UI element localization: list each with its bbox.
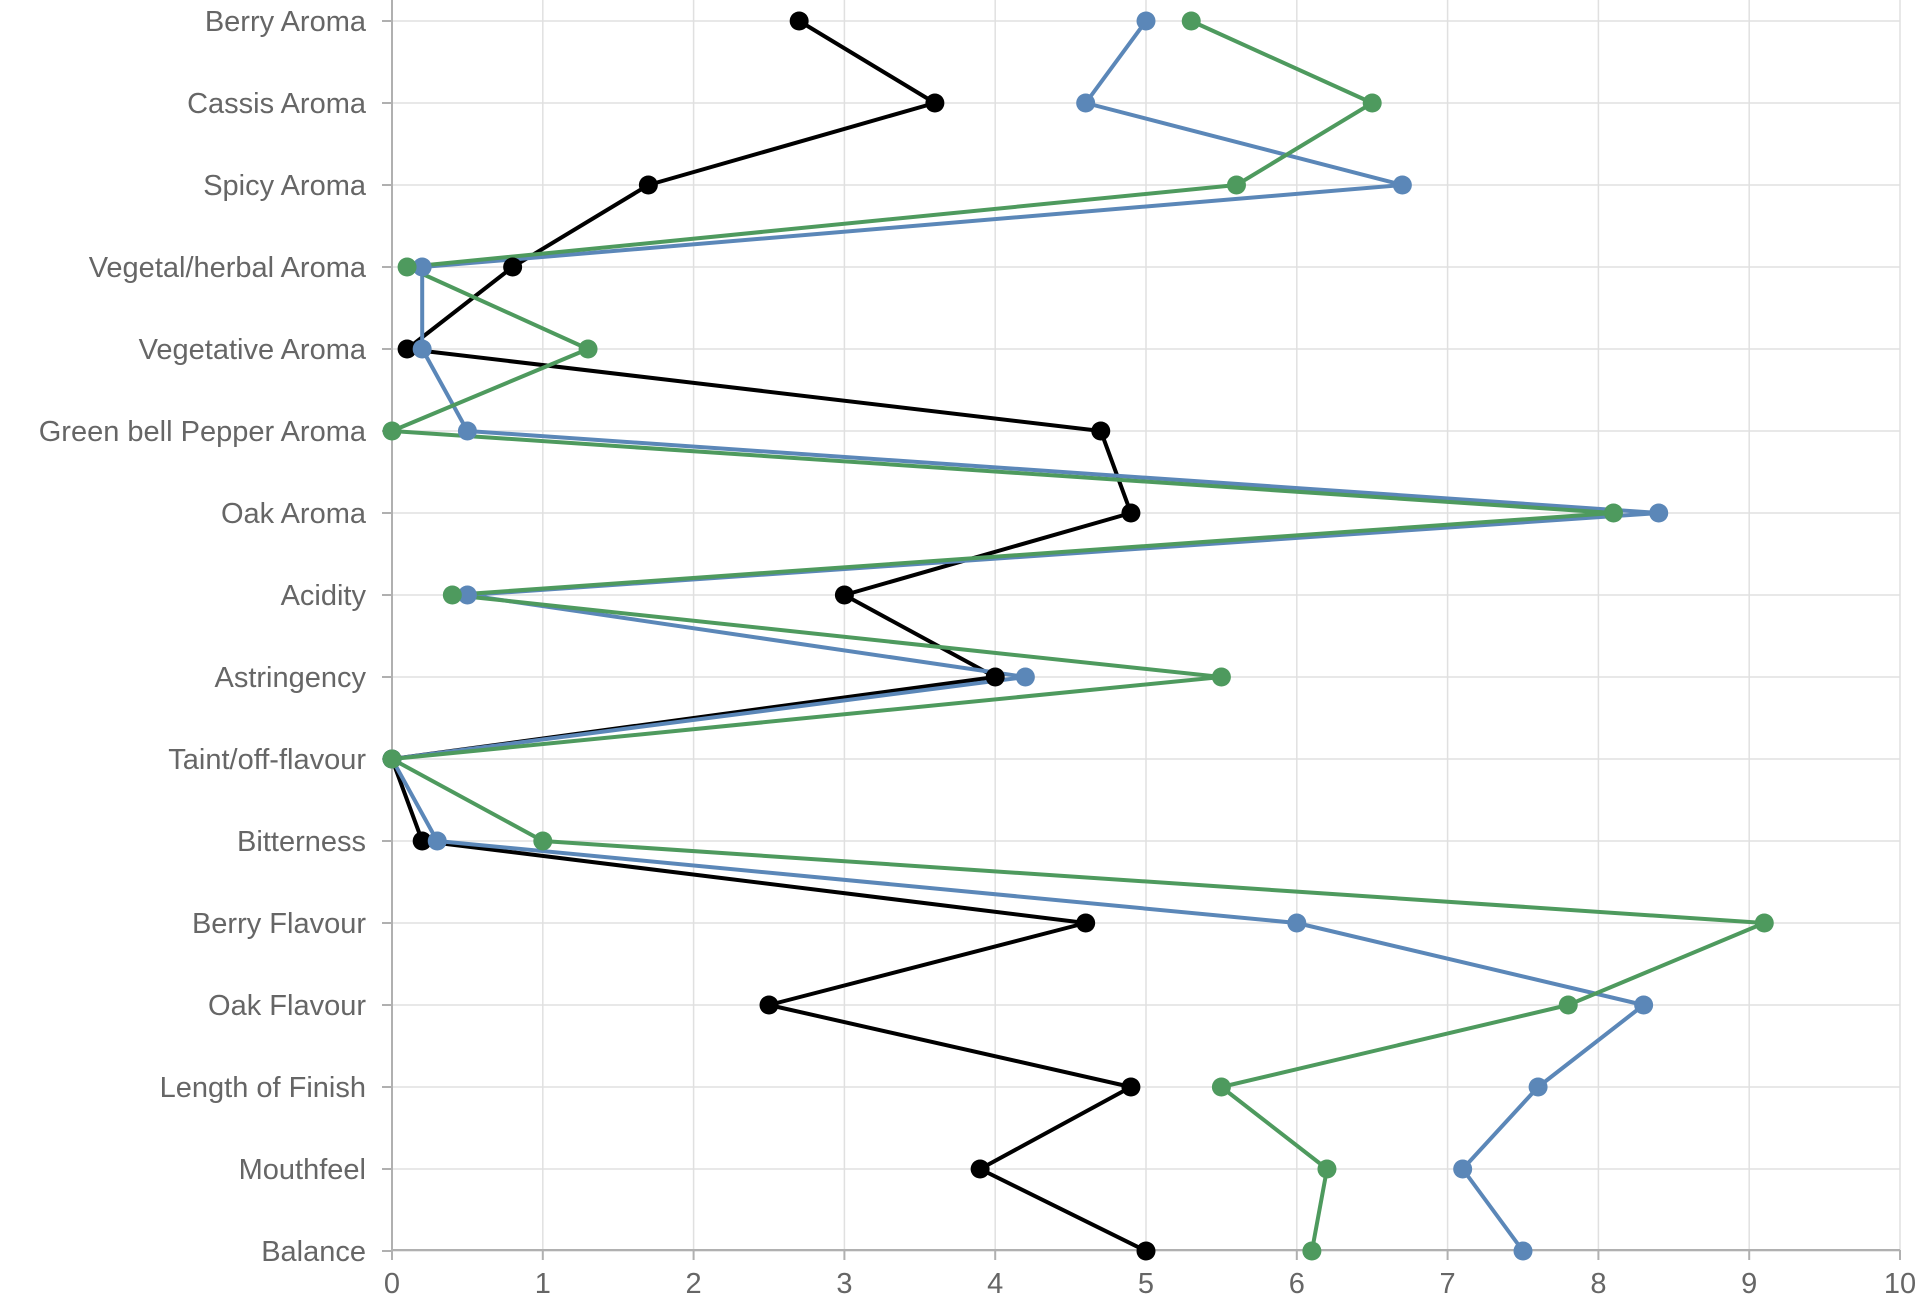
- x-tick-label: 6: [1289, 1268, 1305, 1300]
- data-point-series-2[interactable]: [457, 585, 477, 605]
- data-point-series-3[interactable]: [578, 339, 598, 359]
- category-label: Berry Flavour: [192, 908, 366, 940]
- x-tick-label: 9: [1741, 1268, 1757, 1300]
- data-point-series-3[interactable]: [1181, 11, 1201, 31]
- category-label: Berry Aroma: [205, 6, 367, 38]
- x-tick-label: 8: [1590, 1268, 1606, 1300]
- data-point-series-2[interactable]: [1528, 1077, 1548, 1097]
- data-point-series-2[interactable]: [412, 339, 432, 359]
- x-tick-label: 0: [384, 1268, 400, 1300]
- data-point-series-2[interactable]: [1392, 175, 1412, 195]
- data-point-series-2[interactable]: [1649, 503, 1669, 523]
- data-point-series-2[interactable]: [1453, 1159, 1473, 1179]
- category-label: Green bell Pepper Aroma: [39, 416, 367, 448]
- data-point-series-3[interactable]: [397, 257, 417, 277]
- category-label: Oak Flavour: [208, 990, 366, 1022]
- data-point-series-3[interactable]: [1754, 913, 1774, 933]
- data-point-series-1[interactable]: [925, 93, 945, 113]
- data-point-series-1[interactable]: [638, 175, 658, 195]
- category-label: Vegetative Aroma: [139, 334, 367, 366]
- category-label: Mouthfeel: [239, 1154, 366, 1186]
- data-point-series-2[interactable]: [1513, 1241, 1533, 1261]
- category-label: Acidity: [281, 580, 367, 612]
- data-point-series-1[interactable]: [834, 585, 854, 605]
- data-point-series-1[interactable]: [412, 831, 432, 851]
- data-points: [382, 11, 1774, 1261]
- data-point-series-1[interactable]: [397, 339, 417, 359]
- x-tick-label: 4: [987, 1268, 1003, 1300]
- data-point-series-1[interactable]: [970, 1159, 990, 1179]
- series-line-3: [390, 19, 1767, 1252]
- data-point-series-3[interactable]: [1362, 93, 1382, 113]
- x-tick-label: 3: [836, 1268, 852, 1300]
- data-point-series-2[interactable]: [1015, 667, 1035, 687]
- data-point-series-3[interactable]: [1317, 1159, 1337, 1179]
- category-label: Balance: [261, 1236, 366, 1268]
- series-line-2: [390, 19, 1661, 1253]
- data-point-series-3[interactable]: [1302, 1241, 1322, 1261]
- data-point-series-2[interactable]: [457, 421, 477, 441]
- category-label: Vegetal/herbal Aroma: [89, 252, 367, 284]
- data-point-series-3[interactable]: [382, 421, 402, 441]
- grid: [392, 0, 1901, 1252]
- series-line-1: [390, 19, 1147, 1253]
- data-point-series-3[interactable]: [533, 831, 553, 851]
- data-point-series-1[interactable]: [985, 667, 1005, 687]
- x-tick-label: 7: [1440, 1268, 1456, 1300]
- data-point-series-2[interactable]: [412, 257, 432, 277]
- data-point-series-3[interactable]: [382, 749, 402, 769]
- x-tick-labels: 0 1 2 3 4 5 6 7 8 9 10: [384, 1268, 1916, 1300]
- data-point-series-1[interactable]: [1121, 1077, 1141, 1097]
- x-tick-label: 5: [1138, 1268, 1154, 1300]
- data-point-series-1[interactable]: [1076, 913, 1096, 933]
- data-point-series-1[interactable]: [1136, 1241, 1156, 1261]
- data-point-series-2[interactable]: [427, 831, 447, 851]
- data-point-series-1[interactable]: [759, 995, 779, 1015]
- category-labels: Berry Aroma Cassis Aroma Spicy Aroma Vegeta…: [39, 6, 367, 1268]
- data-point-series-3[interactable]: [1603, 503, 1623, 523]
- data-point-series-3[interactable]: [1211, 1077, 1231, 1097]
- axes: [382, 0, 1901, 1260]
- data-point-series-3[interactable]: [442, 585, 462, 605]
- data-point-series-3[interactable]: [1558, 995, 1578, 1015]
- category-label: Astringency: [214, 662, 366, 694]
- data-point-series-1[interactable]: [789, 11, 809, 31]
- data-point-series-2[interactable]: [1634, 995, 1654, 1015]
- x-tick-label: 1: [535, 1268, 551, 1300]
- category-label: Cassis Aroma: [187, 88, 367, 120]
- data-point-series-3[interactable]: [1226, 175, 1246, 195]
- category-label: Spicy Aroma: [203, 170, 367, 202]
- category-label: Length of Finish: [160, 1072, 366, 1104]
- data-point-series-2[interactable]: [1136, 11, 1156, 31]
- category-label: Oak Aroma: [221, 498, 367, 530]
- series-lines: [390, 19, 1767, 1253]
- data-point-series-2[interactable]: [1076, 93, 1096, 113]
- x-tick-label: 2: [686, 1268, 702, 1300]
- data-point-series-1[interactable]: [1121, 503, 1141, 523]
- category-label: Bitterness: [237, 826, 366, 858]
- data-point-series-2[interactable]: [1287, 913, 1307, 933]
- category-label: Taint/off-flavour: [168, 744, 366, 776]
- data-point-series-1[interactable]: [1091, 421, 1111, 441]
- x-tick-label: 10: [1884, 1268, 1916, 1300]
- data-point-series-3[interactable]: [1211, 667, 1231, 687]
- data-point-series-1[interactable]: [503, 257, 523, 277]
